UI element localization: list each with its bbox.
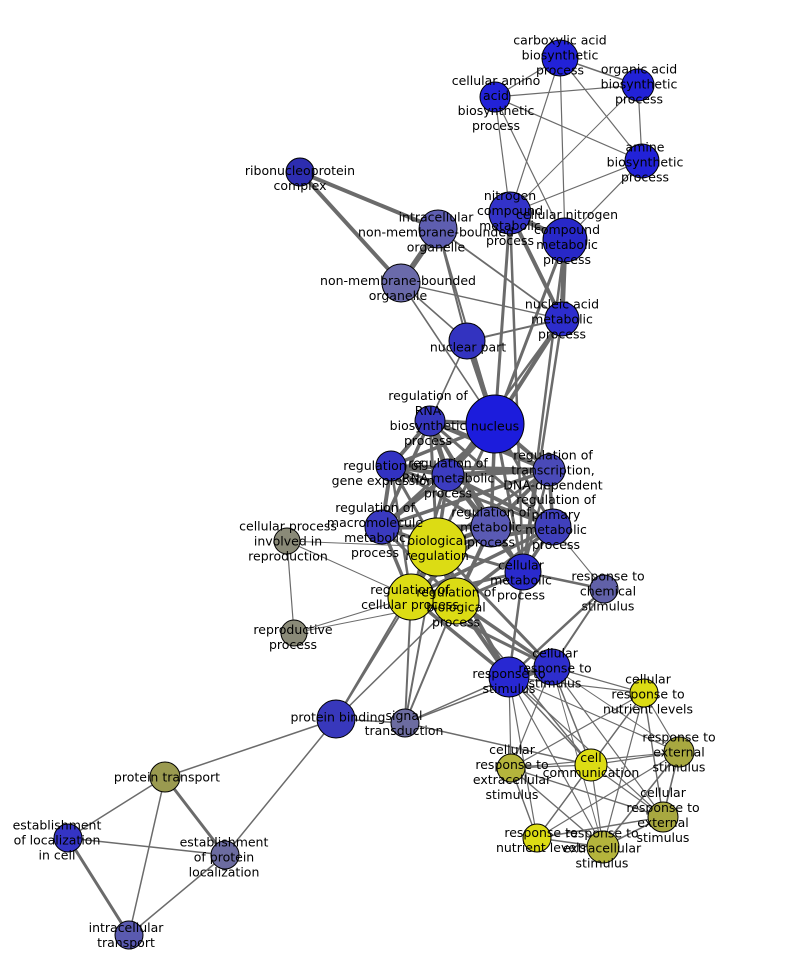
graph-edge [494, 96, 643, 162]
graph-edge [510, 692, 645, 769]
graph-node[interactable] [448, 322, 486, 360]
graph-edge [128, 854, 226, 936]
graph-node[interactable] [586, 830, 620, 864]
graph-edge [335, 600, 457, 720]
graph-node[interactable] [522, 823, 552, 853]
graph-edge [508, 676, 604, 848]
graph-edge [224, 718, 337, 856]
graph-node[interactable] [375, 450, 407, 482]
graph-edge [298, 170, 440, 231]
graph-edge [164, 718, 337, 778]
graph-edge [493, 211, 512, 426]
graph-edge [509, 57, 561, 214]
graph-node[interactable] [496, 753, 526, 783]
graph-edge [508, 676, 645, 694]
graph-edge [602, 751, 680, 848]
graph-edge [335, 596, 412, 720]
graph-node[interactable] [407, 517, 467, 577]
edges-layer [66, 57, 680, 937]
graph-node[interactable] [542, 217, 588, 263]
graph-node[interactable] [647, 801, 679, 833]
graph-node[interactable] [432, 577, 480, 625]
graph-node[interactable] [488, 191, 532, 235]
graph-edge [298, 170, 403, 285]
graph-edge [67, 776, 166, 839]
graph-edge [66, 836, 131, 937]
graph-node[interactable] [210, 840, 240, 870]
graph-node[interactable] [316, 699, 356, 739]
graph-node[interactable] [544, 301, 580, 337]
nodes-layer [53, 39, 695, 950]
graph-node[interactable] [414, 405, 446, 437]
graph-node[interactable] [465, 394, 525, 454]
graph-edge [389, 464, 551, 472]
graph-node[interactable] [381, 263, 421, 303]
graph-edge [509, 84, 639, 214]
graph-node[interactable] [504, 553, 542, 591]
graph-edge [128, 776, 166, 936]
graph-node[interactable] [418, 209, 458, 249]
graph-edge [510, 767, 664, 818]
graph-node[interactable] [624, 143, 660, 179]
graph-edge [446, 473, 555, 529]
graph-edge [163, 775, 227, 857]
graph-node[interactable] [114, 920, 144, 950]
graph-edge [494, 96, 566, 241]
graph-node[interactable] [629, 678, 659, 708]
graph-edge [508, 676, 538, 839]
graph-node[interactable] [532, 453, 566, 487]
graph-node[interactable] [533, 648, 571, 686]
graph-node[interactable] [53, 823, 83, 853]
graph-node[interactable] [285, 157, 315, 187]
graph-edge [536, 751, 680, 839]
graph-edge [389, 464, 555, 529]
graph-edge [602, 692, 645, 848]
graph-node[interactable] [534, 508, 572, 546]
graph-node[interactable] [431, 458, 465, 492]
graph-node[interactable] [387, 573, 435, 621]
graph-node[interactable] [149, 761, 181, 793]
graph-node[interactable] [273, 527, 301, 555]
graph-node[interactable] [364, 509, 400, 545]
graph-edge [404, 722, 592, 766]
graph-node[interactable] [541, 39, 579, 77]
graph-edge [509, 160, 643, 214]
graph-edge [559, 57, 643, 162]
graph-edge [510, 767, 604, 848]
graph-edge [286, 540, 295, 634]
graph-node[interactable] [488, 656, 530, 698]
graph-node[interactable] [589, 574, 619, 604]
graph-edge [400, 282, 563, 320]
graph-edge [494, 84, 639, 98]
graph-edge [508, 676, 664, 818]
graph-node[interactable] [479, 81, 511, 113]
graph-node[interactable] [663, 736, 695, 768]
graph-node[interactable] [621, 68, 655, 102]
graph-node[interactable] [390, 708, 420, 738]
graph-node[interactable] [574, 748, 608, 782]
graph-edge [409, 525, 555, 599]
graph-edge [67, 837, 226, 856]
graph-node[interactable] [280, 619, 308, 647]
graph-edge [536, 816, 664, 839]
graph-edge [559, 57, 566, 241]
graph-edge [507, 587, 606, 679]
graph-node[interactable] [470, 506, 512, 548]
